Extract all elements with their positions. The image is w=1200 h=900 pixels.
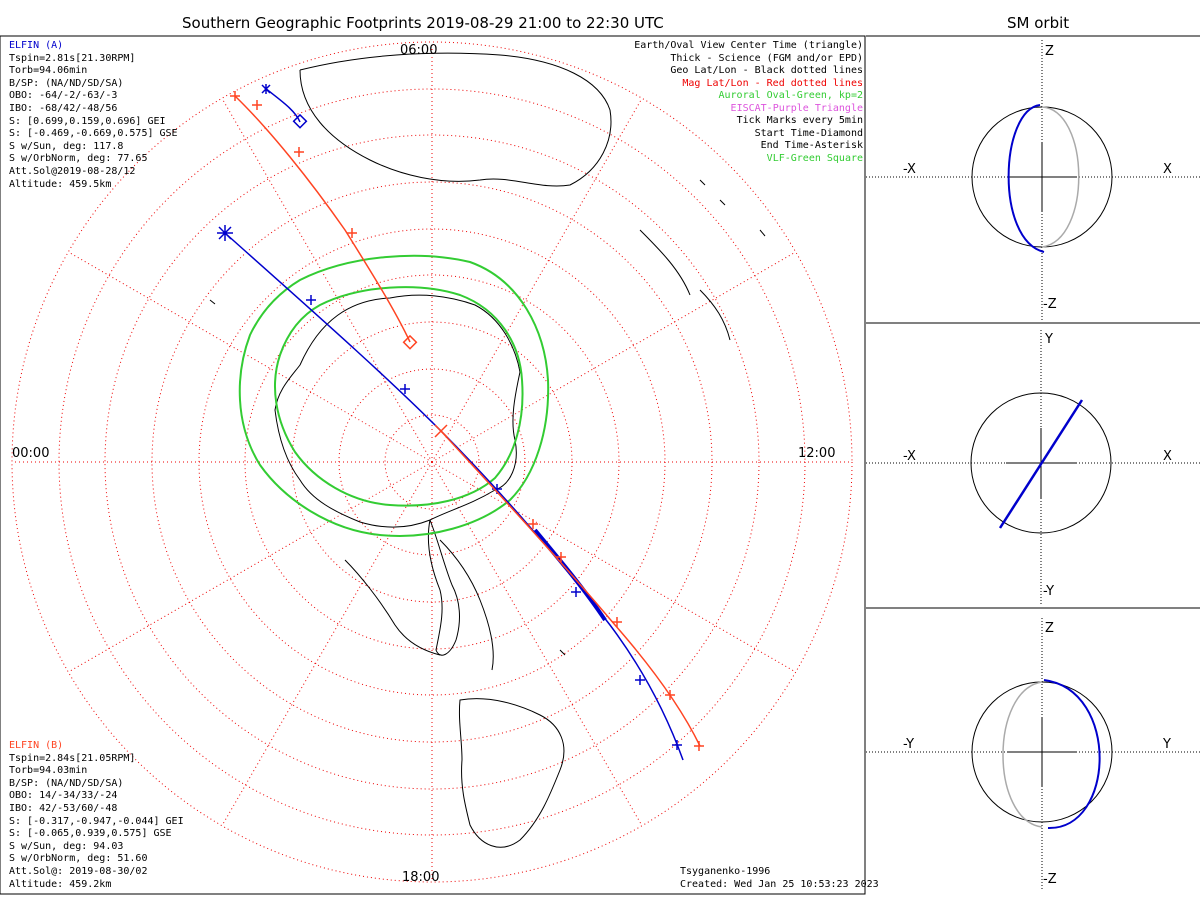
elfin-b-line: S w/OrbNorm, deg: 51.60 xyxy=(9,853,148,865)
antarctic-peninsula xyxy=(427,519,460,656)
elfin-b-footprint-track xyxy=(234,95,411,343)
elfin-b-tick-marks xyxy=(230,91,704,751)
credit-author: Tsyganenko-1996 xyxy=(680,866,771,877)
legend-item: Thick - Science (FGM and/or EPD) xyxy=(670,52,863,64)
time-label-left: 00:00 xyxy=(12,446,50,461)
south-america xyxy=(344,539,494,671)
elfin-a-info: ELFIN (A) Tspin=2.81s[21.30RPM] Torb=94.… xyxy=(9,40,178,191)
panel1-right-label: X xyxy=(1163,162,1172,177)
elfin-b-line: OBO: 14/-34/33/-24 xyxy=(9,790,118,802)
elfin-b-line: Altitude: 459.2km xyxy=(9,878,112,890)
elfin-a-tick-marks xyxy=(261,84,682,750)
plot-title: Southern Geographic Footprints 2019-08-2… xyxy=(182,14,664,32)
elfin-a-line: S: [-0.469,-0.669,0.575] GSE xyxy=(9,128,178,140)
elfin-b-markers xyxy=(230,91,704,751)
elfin-a-line: S w/OrbNorm, deg: 77.65 xyxy=(9,153,148,165)
panel2-right-label: X xyxy=(1163,449,1172,464)
elfin-b-name: ELFIN (B) xyxy=(9,740,64,751)
elfin-a-start-track xyxy=(264,87,301,123)
elfin-a-line: Att.Sol@2019-08-28/12 xyxy=(9,165,136,177)
time-label-top: 06:00 xyxy=(400,43,438,58)
elfin-a-markers xyxy=(217,84,682,750)
panel1-bottom-label: -Z xyxy=(1043,297,1057,312)
elfin-a-science-segment xyxy=(533,528,607,622)
panel1-left-label: -X xyxy=(903,162,916,177)
elfin-b-line: Torb=94.03min xyxy=(9,765,88,777)
panel2-bottom-label: -Y xyxy=(1043,584,1055,599)
elfin-a-line: S: [0.699,0.159,0.696] GEI xyxy=(9,115,166,127)
legend-item: EISCAT-Purple Triangle xyxy=(730,102,863,114)
pacific-islands xyxy=(209,179,766,656)
elfin-a-line: Torb=94.06min xyxy=(9,65,88,77)
panel3-left-label: -Y xyxy=(903,737,915,752)
panel3-bottom-label: -Z xyxy=(1043,872,1057,887)
credit: Tsyganenko-1996 Created: Wed Jan 25 10:5… xyxy=(680,866,879,891)
credit-created: Created: Wed Jan 25 10:53:23 2023 xyxy=(680,878,879,890)
elfin-a-start-diamond xyxy=(292,113,308,129)
panel2-left-label: -X xyxy=(903,449,916,464)
sm-orbit-panels xyxy=(866,35,1200,890)
elfin-a-line: IBO: -68/42/-48/56 xyxy=(9,102,118,114)
time-label-bottom: 18:00 xyxy=(402,870,440,885)
sm-orbit-xz-panel xyxy=(866,40,1200,320)
elfin-b-line: B/SP: (NA/ND/SD/SA) xyxy=(9,777,124,789)
legend-item: End Time-Asterisk xyxy=(760,140,863,151)
legend-item: Earth/Oval View Center Time (triangle) xyxy=(634,40,863,51)
auroral-ovals xyxy=(238,254,550,537)
elfin-b-line: S: [-0.317,-0.947,-0.044] GEI xyxy=(9,815,184,827)
elfin-a-footprint-track xyxy=(224,232,684,761)
elfin-b-line: S: [-0.065,0.939,0.575] GSE xyxy=(9,828,172,840)
legend: Earth/Oval View Center Time (triangle) T… xyxy=(634,40,863,165)
legend-item: Mag Lat/Lon - Red dotted lines xyxy=(682,77,863,89)
elfin-b-info: ELFIN (B) Tspin=2.84s[21.05RPM] Torb=94.… xyxy=(9,740,184,891)
legend-item: Geo Lat/Lon - Black dotted lines xyxy=(670,65,863,76)
elfin-b-start-diamond xyxy=(402,334,418,350)
auroral-oval-inner xyxy=(274,286,524,507)
elfin-b-end-asterisk xyxy=(434,424,448,438)
elfin-b-line: Tspin=2.84s[21.05RPM] xyxy=(9,752,136,764)
auroral-oval-outer xyxy=(238,254,550,537)
elfin-b-line: IBO: 42/-53/60/-48 xyxy=(9,802,118,814)
elfin-a-name: ELFIN (A) xyxy=(9,40,64,51)
legend-item: Tick Marks every 5min xyxy=(736,115,863,126)
panel3-right-label: Y xyxy=(1163,737,1171,752)
mag-longitude-line xyxy=(221,461,433,826)
elfin-a-line: Tspin=2.81s[21.30RPM] xyxy=(9,52,136,64)
panel3-top-label: Z xyxy=(1045,621,1054,636)
panel2-top-label: Y xyxy=(1045,332,1053,347)
sm-orbit-xy-panel xyxy=(866,330,1200,605)
panel1-top-label: Z xyxy=(1045,44,1054,59)
australia xyxy=(299,52,612,187)
elfin-b-line: Att.Sol@: 2019-08-30/02 xyxy=(9,865,148,877)
grid-lines xyxy=(11,41,853,883)
elfin-a-line: Altitude: 459.5km xyxy=(9,178,112,190)
time-label-right: 12:00 xyxy=(798,446,836,461)
mag-latitude-circle xyxy=(384,414,480,510)
elfin-a-line: B/SP: (NA/ND/SD/SA) xyxy=(9,77,124,89)
sm-orbit-title: SM orbit xyxy=(1007,14,1070,32)
mag-latitude-circle xyxy=(104,134,760,790)
map-frame xyxy=(0,35,866,895)
elfin-b-footprint-track-2 xyxy=(439,429,701,747)
mag-longitude-line xyxy=(68,461,433,673)
mag-latitude-circle xyxy=(11,41,853,883)
elfin-b-line: S w/Sun, deg: 94.03 xyxy=(9,840,124,852)
legend-item: Start Time-Diamond xyxy=(754,127,863,139)
mag-longitude-line xyxy=(431,461,796,673)
elfin-a-line: S w/Sun, deg: 117.8 xyxy=(9,140,124,152)
elfin-a-line: OBO: -64/-2/-63/-3 xyxy=(9,90,118,102)
elfin-a-end-asterisk xyxy=(217,225,233,241)
antarctica-coast xyxy=(274,294,521,528)
mag-latitude-circle xyxy=(244,274,620,650)
mag-longitude-line xyxy=(431,98,643,463)
coastlines xyxy=(209,52,766,848)
legend-item: VLF-Green Square xyxy=(766,152,863,164)
mag-longitude-line xyxy=(431,461,643,826)
mag-longitude-line xyxy=(221,98,433,463)
new-zealand xyxy=(639,229,731,341)
sm-orbit-yz-panel xyxy=(866,618,1200,890)
africa xyxy=(458,698,565,848)
legend-item: Auroral Oval-Green, kp=2 xyxy=(718,90,864,101)
